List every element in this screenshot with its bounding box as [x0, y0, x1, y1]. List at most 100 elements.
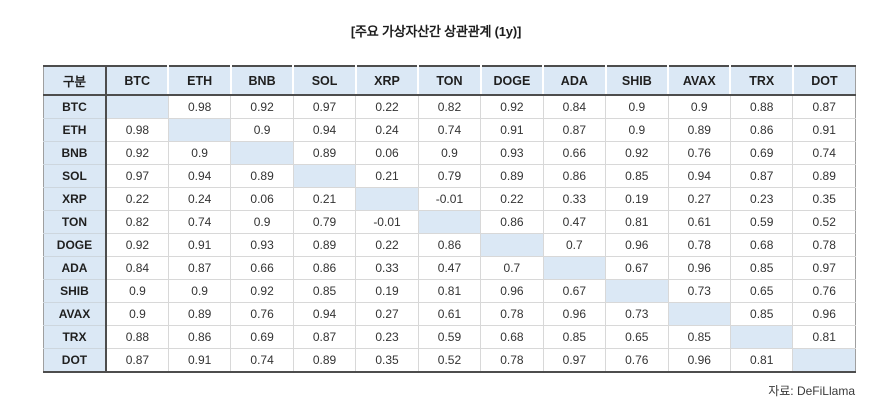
matrix-cell: 0.87: [105, 348, 169, 372]
matrix-cell: 0.91: [167, 348, 231, 372]
matrix-cell: 0.73: [605, 302, 669, 326]
column-header: ADA: [542, 66, 606, 96]
matrix-cell: 0.98: [105, 118, 169, 142]
matrix-cell: [167, 118, 231, 142]
matrix-cell: 0.69: [729, 141, 793, 165]
matrix-cell: 0.22: [355, 95, 419, 119]
matrix-cell: 0.93: [230, 233, 294, 257]
matrix-cell: 0.9: [105, 279, 169, 303]
matrix-cell: 0.86: [542, 164, 606, 188]
matrix-cell: 0.22: [480, 187, 544, 211]
matrix-cell: 0.21: [292, 187, 356, 211]
table-row: BTC 0.98 0.92 0.97 0.22 0.82 0.92 0.84 0.9 0.9 0.8…: [43, 95, 856, 119]
matrix-cell: 0.67: [605, 256, 669, 280]
matrix-cell: 0.76: [605, 348, 669, 372]
matrix-cell: 0.97: [542, 348, 606, 372]
matrix-cell: 0.9: [230, 210, 294, 234]
matrix-cell: 0.85: [729, 302, 793, 326]
row-header: BNB: [43, 141, 107, 165]
matrix-cell: 0.21: [355, 164, 419, 188]
matrix-cell: 0.81: [729, 348, 793, 372]
matrix-cell: 0.9: [105, 302, 169, 326]
matrix-cell: 0.61: [667, 210, 731, 234]
matrix-cell: 0.76: [667, 141, 731, 165]
matrix-cell: 0.61: [417, 302, 481, 326]
correlation-matrix-table: 구분 BTC ETH BNB SOL XRP TON DOGE ADA SHIB AVAX TRX DO…: [43, 65, 856, 373]
matrix-cell: 0.91: [167, 233, 231, 257]
matrix-cell: 0.68: [480, 325, 544, 349]
column-header: DOT: [791, 66, 856, 96]
matrix-cell: 0.23: [355, 325, 419, 349]
matrix-cell: 0.97: [105, 164, 169, 188]
matrix-cell: 0.92: [105, 233, 169, 257]
row-header: ADA: [43, 256, 107, 280]
matrix-cell: 0.74: [167, 210, 231, 234]
matrix-cell: [105, 95, 169, 119]
matrix-cell: 0.74: [417, 118, 481, 142]
matrix-cell: 0.74: [792, 141, 856, 165]
matrix-cell: 0.68: [729, 233, 793, 257]
table-row: SHIB 0.9 0.9 0.92 0.85 0.19 0.81 0.96 0.67 0.73 0.…: [43, 279, 856, 303]
matrix-cell: 0.9: [667, 95, 731, 119]
table-row: TRX 0.88 0.86 0.69 0.87 0.23 0.59 0.68 0.85 0.65 0…: [43, 325, 856, 349]
matrix-cell: 0.06: [230, 187, 294, 211]
column-header: SOL: [292, 66, 356, 96]
row-header: TRX: [43, 325, 107, 349]
matrix-cell: 0.97: [292, 95, 356, 119]
table-row: ETH 0.98 0.9 0.94 0.24 0.74 0.91 0.87 0.9 0.89 0.8…: [43, 118, 856, 142]
matrix-cell: 0.82: [105, 210, 169, 234]
matrix-cell: 0.65: [729, 279, 793, 303]
matrix-cell: 0.92: [605, 141, 669, 165]
row-header: DOT: [43, 348, 107, 372]
matrix-cell: 0.93: [480, 141, 544, 165]
matrix-cell: 0.91: [792, 118, 856, 142]
matrix-cell: 0.67: [542, 279, 606, 303]
matrix-cell: [417, 210, 481, 234]
row-header: BTC: [43, 95, 107, 119]
matrix-cell: 0.9: [605, 95, 669, 119]
matrix-cell: -0.01: [417, 187, 481, 211]
matrix-cell: 0.97: [792, 256, 856, 280]
matrix-cell: [729, 325, 793, 349]
matrix-cell: 0.76: [230, 302, 294, 326]
table-row: XRP 0.22 0.24 0.06 0.21 -0.01 0.22 0.33 0.19 0.27…: [43, 187, 856, 211]
matrix-cell: [542, 256, 606, 280]
column-header: BNB: [229, 66, 294, 96]
matrix-cell: 0.87: [292, 325, 356, 349]
matrix-cell: 0.9: [417, 141, 481, 165]
matrix-cell: 0.23: [729, 187, 793, 211]
matrix-cell: 0.88: [105, 325, 169, 349]
matrix-cell: 0.22: [105, 187, 169, 211]
matrix-cell: 0.96: [667, 348, 731, 372]
header-row: 구분 BTC ETH BNB SOL XRP TON DOGE ADA SHIB AVAX TRX DO…: [43, 66, 856, 96]
table-row: TON 0.82 0.74 0.9 0.79 -0.01 0.86 0.47 0.81 0.61 0…: [43, 210, 856, 234]
matrix-cell: 0.9: [167, 279, 231, 303]
matrix-cell: 0.27: [355, 302, 419, 326]
matrix-cell: [230, 141, 294, 165]
correlation-table-container: 구분 BTC ETH BNB SOL XRP TON DOGE ADA SHIB AVAX TRX DO…: [43, 65, 856, 373]
matrix-cell: 0.81: [605, 210, 669, 234]
matrix-cell: 0.84: [105, 256, 169, 280]
matrix-cell: 0.89: [230, 164, 294, 188]
matrix-cell: 0.66: [230, 256, 294, 280]
matrix-cell: 0.9: [230, 118, 294, 142]
matrix-cell: 0.84: [542, 95, 606, 119]
table-row: SOL 0.97 0.94 0.89 0.21 0.79 0.89 0.86 0.85 0.94 0…: [43, 164, 856, 188]
matrix-cell: 0.47: [417, 256, 481, 280]
matrix-cell: 0.89: [292, 141, 356, 165]
matrix-cell: 0.85: [729, 256, 793, 280]
matrix-cell: 0.22: [355, 233, 419, 257]
matrix-cell: 0.96: [605, 233, 669, 257]
matrix-cell: 0.89: [167, 302, 231, 326]
matrix-cell: 0.79: [417, 164, 481, 188]
column-header: SHIB: [604, 66, 669, 96]
matrix-cell: 0.35: [355, 348, 419, 372]
matrix-cell: 0.98: [167, 95, 231, 119]
matrix-cell: 0.69: [230, 325, 294, 349]
matrix-cell: 0.89: [292, 233, 356, 257]
matrix-cell: 0.96: [792, 302, 856, 326]
matrix-cell: 0.66: [542, 141, 606, 165]
corner-header: 구분: [43, 66, 107, 96]
matrix-cell: 0.96: [667, 256, 731, 280]
matrix-cell: 0.92: [230, 279, 294, 303]
